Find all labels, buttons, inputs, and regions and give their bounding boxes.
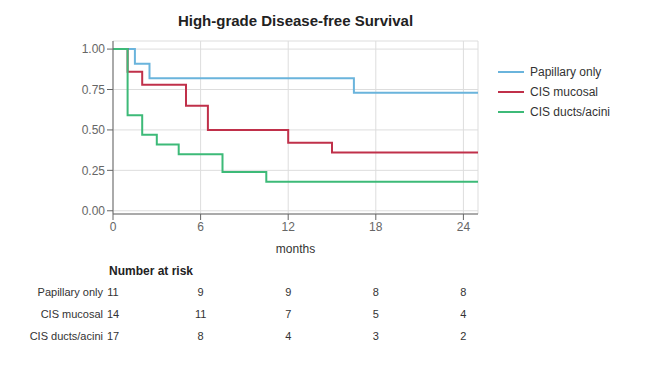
html-text:months: months [275, 242, 316, 256]
html-text:2: 2 [460, 330, 467, 342]
svg-text:0: 0 [110, 220, 117, 234]
html-text:8: 8 [197, 330, 204, 342]
svg-text:1.00: 1.00 [82, 42, 106, 56]
html-text:CIS mucosal 14: CIS mucosal 14 [40, 308, 120, 320]
html-text:4: 4 [460, 308, 467, 320]
html-text:9: 9 [285, 286, 292, 298]
svg-text:0.25: 0.25 [82, 164, 106, 178]
svg-text:24: 24 [457, 220, 471, 234]
html-text:Papillary only: Papillary only [530, 64, 602, 79]
html-text:11: 11 [194, 308, 207, 320]
html-text:5: 5 [372, 308, 379, 320]
html-text:Papillary only 11: Papillary only 11 [37, 286, 119, 298]
html-text:Number at risk: Number at risk [109, 264, 193, 278]
html-text:4: 4 [285, 330, 292, 342]
html-text:7: 7 [285, 308, 292, 320]
html-text:8: 8 [372, 286, 379, 298]
svg-text:0.75: 0.75 [82, 83, 106, 97]
svg-text:0.50: 0.50 [82, 123, 106, 137]
html-text:3: 3 [372, 330, 379, 342]
html-text:CIS mucosal: CIS mucosal [530, 84, 598, 99]
html-text:CIS ducts/acini: CIS ducts/acini [530, 104, 610, 119]
html-text:8: 8 [460, 286, 467, 298]
svg-text:0.00: 0.00 [82, 204, 106, 218]
svg-text:18: 18 [369, 220, 383, 234]
svg-text:12: 12 [282, 220, 296, 234]
svg-text:6: 6 [197, 220, 204, 234]
html-text:High-grade Disease-free Surviv: High-grade Disease-free Survival [178, 12, 413, 29]
html-text:9: 9 [197, 286, 204, 298]
html-text:CIS ducts/acini 17: CIS ducts/acini 17 [29, 330, 120, 342]
